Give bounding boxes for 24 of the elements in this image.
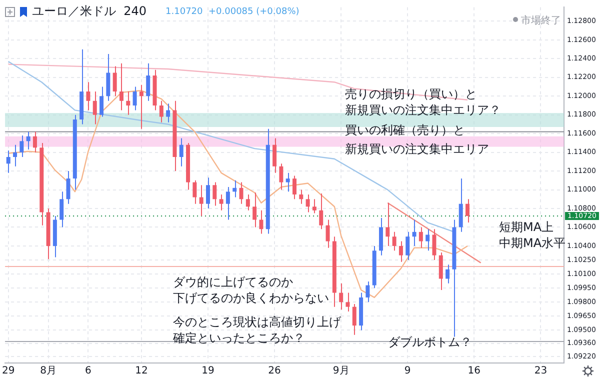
x-tick-label: 19 <box>202 366 214 377</box>
annotation: ダウ的に上げてるのか <box>173 275 293 290</box>
x-tick-label: 29 <box>2 366 15 377</box>
x-tick-label: 26 <box>268 366 281 377</box>
chart-title: ユーロ／米ドル 240 <box>32 3 147 20</box>
x-tick-label: 12 <box>135 366 148 377</box>
annotation: 短期MA上 <box>499 220 554 234</box>
annotation: 市場終了 <box>521 14 561 27</box>
x-tick-label: 6 <box>85 366 92 377</box>
annotation: 中期MA水平 <box>499 236 566 250</box>
annotation: 今のところ現状は高値切り上げ <box>173 315 342 330</box>
annotation: 新規買いの注文集中エリア？ <box>345 103 501 118</box>
annotation: 確定といったところか？ <box>172 331 305 346</box>
x-tick-label: 8月 <box>40 366 56 377</box>
chart-subtitle: 1.10720 +0.00085 (+0.08%) <box>166 6 300 16</box>
annotation: ダブルボトム？ <box>388 335 472 350</box>
x-tick-label: 23 <box>534 366 548 377</box>
annotation: 新規買いの注文集中エリア <box>345 142 489 156</box>
x-tick-label: 9 <box>404 366 411 377</box>
annotation: 買いの利確（売り）と <box>345 123 465 138</box>
annotation: 売りの損切り（買い）と <box>345 87 477 102</box>
x-tick-label: 9月 <box>332 366 350 377</box>
annotation: 下げてるのか良くわからない <box>173 291 329 306</box>
x-tick-label: 16 <box>468 366 481 377</box>
